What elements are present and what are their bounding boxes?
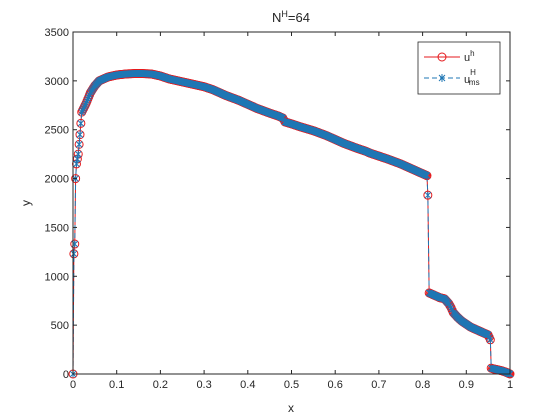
legend-marker-uh	[437, 52, 447, 62]
y-axis-label: y	[19, 200, 33, 206]
data-point	[423, 190, 433, 200]
data-point	[74, 150, 82, 158]
data-point	[76, 118, 86, 128]
legend-label-uHms: uH ms	[464, 68, 480, 87]
data-point	[77, 119, 85, 127]
x-tick-label: 0.1	[109, 379, 124, 391]
y-tick-label: 3500	[45, 27, 69, 39]
x-tick-label: 0.2	[153, 379, 168, 391]
y-tick-label: 1000	[45, 271, 69, 283]
chart-title-superscript: H	[281, 9, 288, 19]
data-point	[70, 250, 78, 258]
x-tick-label: 0.7	[371, 379, 386, 391]
y-axis: 0 500 1000 1500 2000 2500 3000 3500	[45, 27, 510, 381]
data-point	[424, 191, 432, 199]
x-tick-label: 0.6	[328, 379, 343, 391]
y-tick-label: 2500	[45, 125, 69, 137]
x-axis-label: x	[288, 401, 294, 415]
legend-marker-uHms	[438, 74, 446, 82]
y-tick-label: 500	[51, 320, 69, 332]
legend-label-uHms-subscript: ms	[469, 78, 480, 87]
x-tick-label: 0.5	[284, 379, 299, 391]
legend: uh uH ms	[417, 41, 501, 95]
legend-box	[417, 41, 501, 95]
data-point	[76, 131, 84, 139]
x-axis: 0 0.1 0.2 0.3 0.4 0.5 0.6 0.7 0.8 0.9 1	[70, 32, 513, 391]
data-point	[75, 140, 83, 148]
x-tick-label: 0.9	[459, 379, 474, 391]
chart-title-rest: =64	[288, 10, 310, 25]
x-tick-label: 1	[507, 379, 513, 391]
y-tick-label: 1500	[45, 222, 69, 234]
data-point	[486, 336, 494, 344]
x-tick-label: 0.3	[196, 379, 211, 391]
legend-label-uHms-superscript: H	[470, 68, 476, 77]
chart-title: NH=64	[272, 9, 310, 25]
x-tick-label: 0.4	[240, 379, 255, 391]
y-tick-label: 3000	[45, 76, 69, 88]
data-point	[70, 239, 80, 249]
legend-label-uh: uh	[464, 49, 475, 64]
series-layer	[68, 69, 515, 379]
y-tick-label: 0	[63, 369, 69, 381]
data-point	[71, 174, 81, 184]
legend-label-uh-superscript: h	[470, 49, 474, 58]
series-uHms	[69, 70, 514, 378]
data-point	[423, 172, 431, 180]
y-tick-label: 2000	[45, 174, 69, 186]
x-tick-label: 0	[70, 379, 76, 391]
x-tick-label: 0.8	[415, 379, 430, 391]
